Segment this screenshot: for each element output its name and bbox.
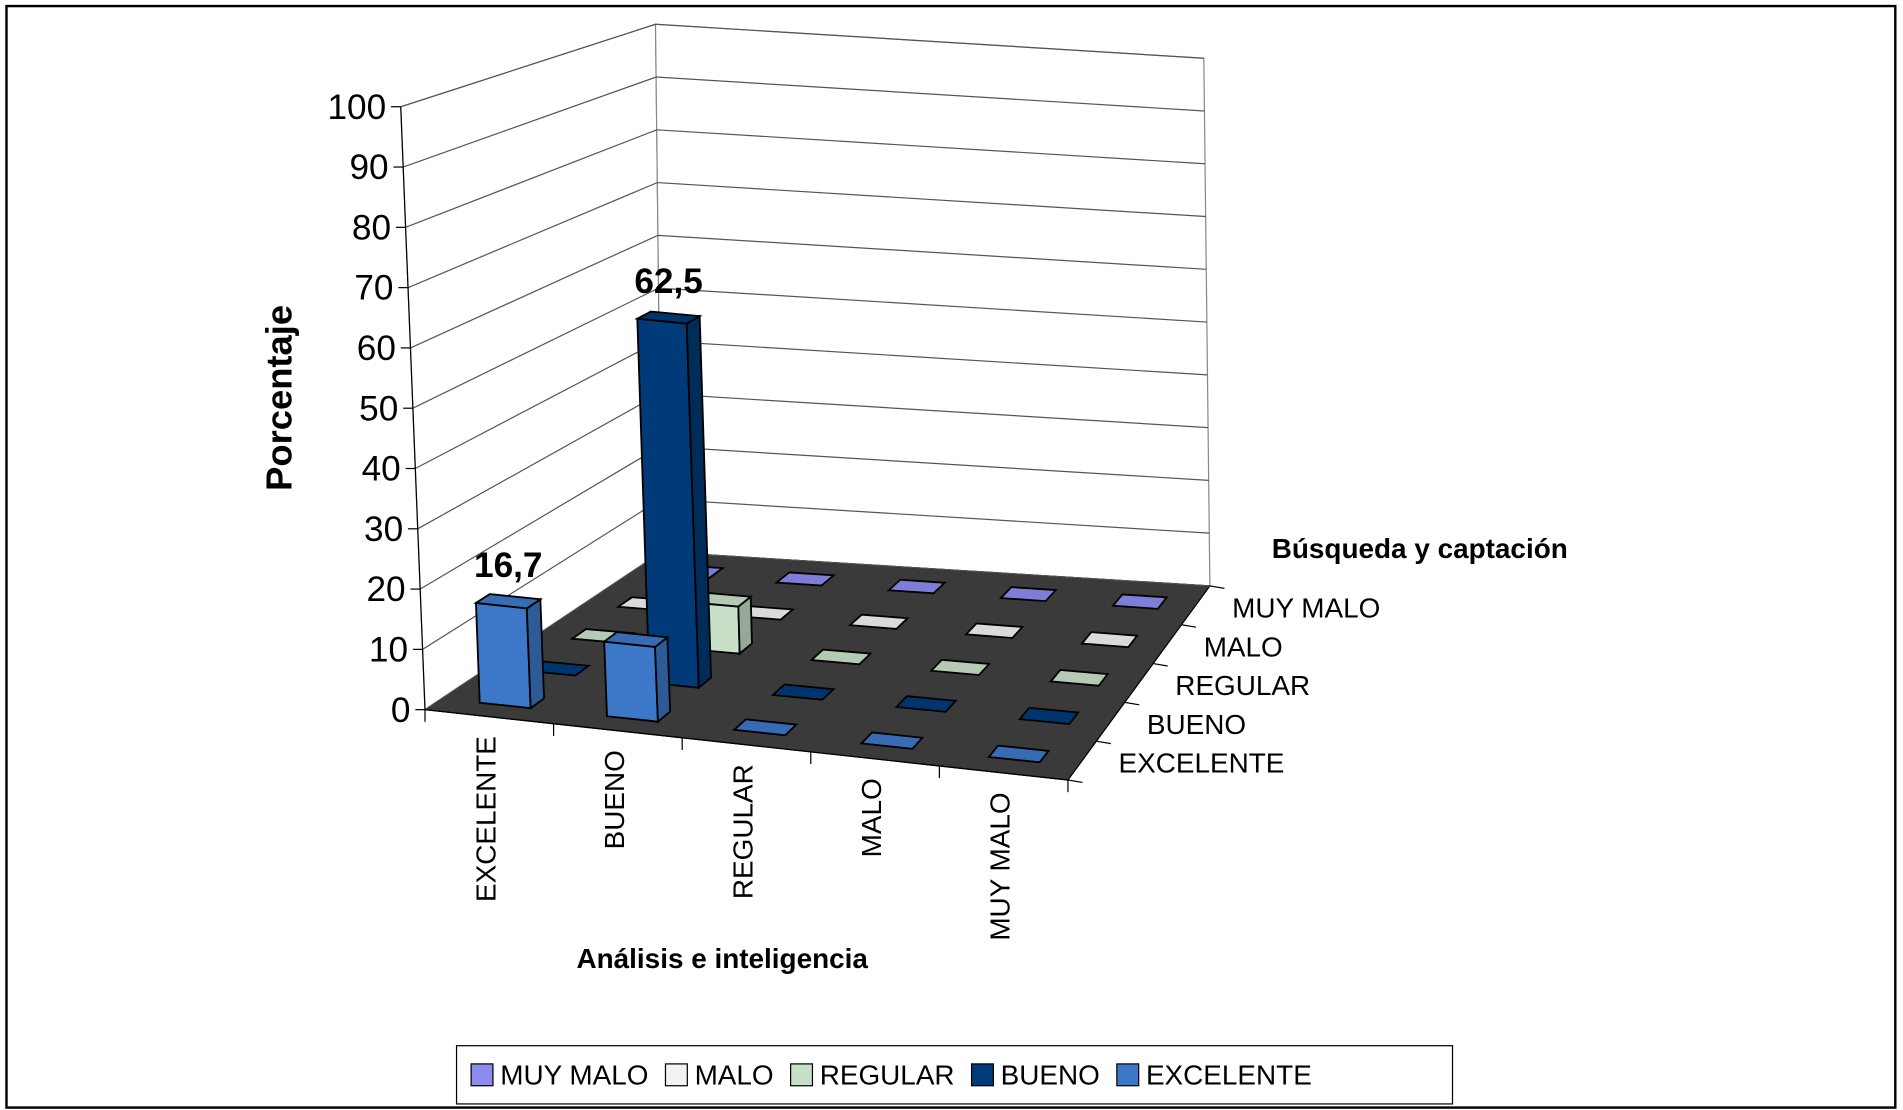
legend-label: BUENO [1001,1060,1100,1091]
y-axis-title: Porcentaje [259,305,300,491]
legend-label: EXCELENTE [1146,1060,1312,1091]
depth-tick [1153,662,1168,667]
bar-top [929,658,992,676]
grid-line [412,287,1207,409]
legend-swatch [1116,1063,1140,1087]
legend-swatch [664,1063,688,1087]
bar [601,631,672,724]
bar [998,586,1058,603]
bar [770,683,836,701]
bar-top [774,571,837,587]
depth-tick-label: EXCELENTE [1119,748,1285,779]
y-tick-label: 30 [364,510,403,549]
bar-top [847,613,910,630]
bar [894,695,958,713]
y-tick-label: 0 [391,691,411,730]
bar-top [1049,669,1110,687]
bar-top [732,718,799,737]
data-label: 16,7 [474,546,542,585]
x-axis [424,709,1069,781]
depth-tick [1124,701,1140,706]
grid-line [405,129,1206,228]
bar [987,744,1051,764]
legend-label: REGULAR [820,1060,955,1091]
data-label: 62,5 [634,262,702,301]
depth-tick-label: MUY MALO [1232,592,1380,623]
grid-line [400,23,1204,108]
depth-tick-label: BUENO [1147,709,1246,740]
x-tick-label: EXCELENTE [470,736,501,902]
y-tick-label: 60 [357,329,396,368]
y-tick-label: 40 [362,450,401,489]
bar-top [1018,706,1080,725]
depth-tick [1067,779,1083,784]
y-tick-label: 90 [349,148,388,187]
bar [774,571,837,587]
y-tick-label: 20 [366,570,405,609]
bar-side [654,635,672,724]
depth-tick [1209,585,1225,589]
bar-top [987,744,1051,764]
y-axis [400,106,426,710]
bar [1018,706,1080,725]
y-tick-label: 10 [369,631,408,670]
y-tick-label: 100 [328,88,387,127]
bar [1080,631,1139,649]
depth-axis-title: Búsqueda y captación [1272,533,1568,564]
bar [634,310,712,690]
depth-tick [1096,740,1112,745]
bar-top [634,310,703,325]
bar [809,648,873,666]
bar [1049,669,1110,687]
legend-label: MALO [695,1060,774,1091]
bar [473,593,545,710]
plot-area: 62,5 16,7 [473,262,1169,764]
legend-swatch [790,1063,814,1087]
bar-top [964,622,1025,639]
x-tick-label: MUY MALO [985,792,1016,940]
bar-side [525,597,545,710]
x-tick-label: MALO [856,778,887,857]
grid-line [410,234,1207,349]
x-axis-title: Análisis e inteligencia [577,943,869,974]
grid-line [402,76,1205,168]
bar [964,622,1025,639]
bar [859,731,925,750]
legend: MUY MALO MALO REGULAR BUENO EXCELENTE [470,1060,1312,1091]
y-tick-label: 70 [354,269,393,308]
x-tick-label: REGULAR [728,764,759,899]
bar-top [859,731,925,750]
bar-top [894,695,958,713]
depth-tick [1181,624,1197,628]
bar [847,613,910,630]
y-tick-label: 80 [352,208,391,247]
bar-front [603,640,659,723]
x-tick-label: BUENO [599,750,630,849]
depth-tick-label: MALO [1204,631,1283,662]
bar-top [998,586,1058,603]
bar-front [475,601,532,710]
legend-swatch [970,1063,995,1087]
bar-top [809,648,873,666]
legend-swatch [470,1063,494,1087]
bar-top [473,593,543,610]
y-tick-label: 50 [359,389,398,428]
bar-top [1111,593,1169,610]
depth-tick-label: REGULAR [1175,670,1310,701]
legend-label: MUY MALO [500,1060,648,1091]
bar [886,578,947,595]
bar-top [601,631,670,648]
bar-top [770,683,836,701]
bar-top [1080,631,1139,649]
bar-top [886,578,947,595]
legend-box [455,1045,1454,1105]
bar [732,718,799,737]
bar [929,658,992,676]
grid-line [407,181,1206,289]
bar [1111,593,1169,610]
